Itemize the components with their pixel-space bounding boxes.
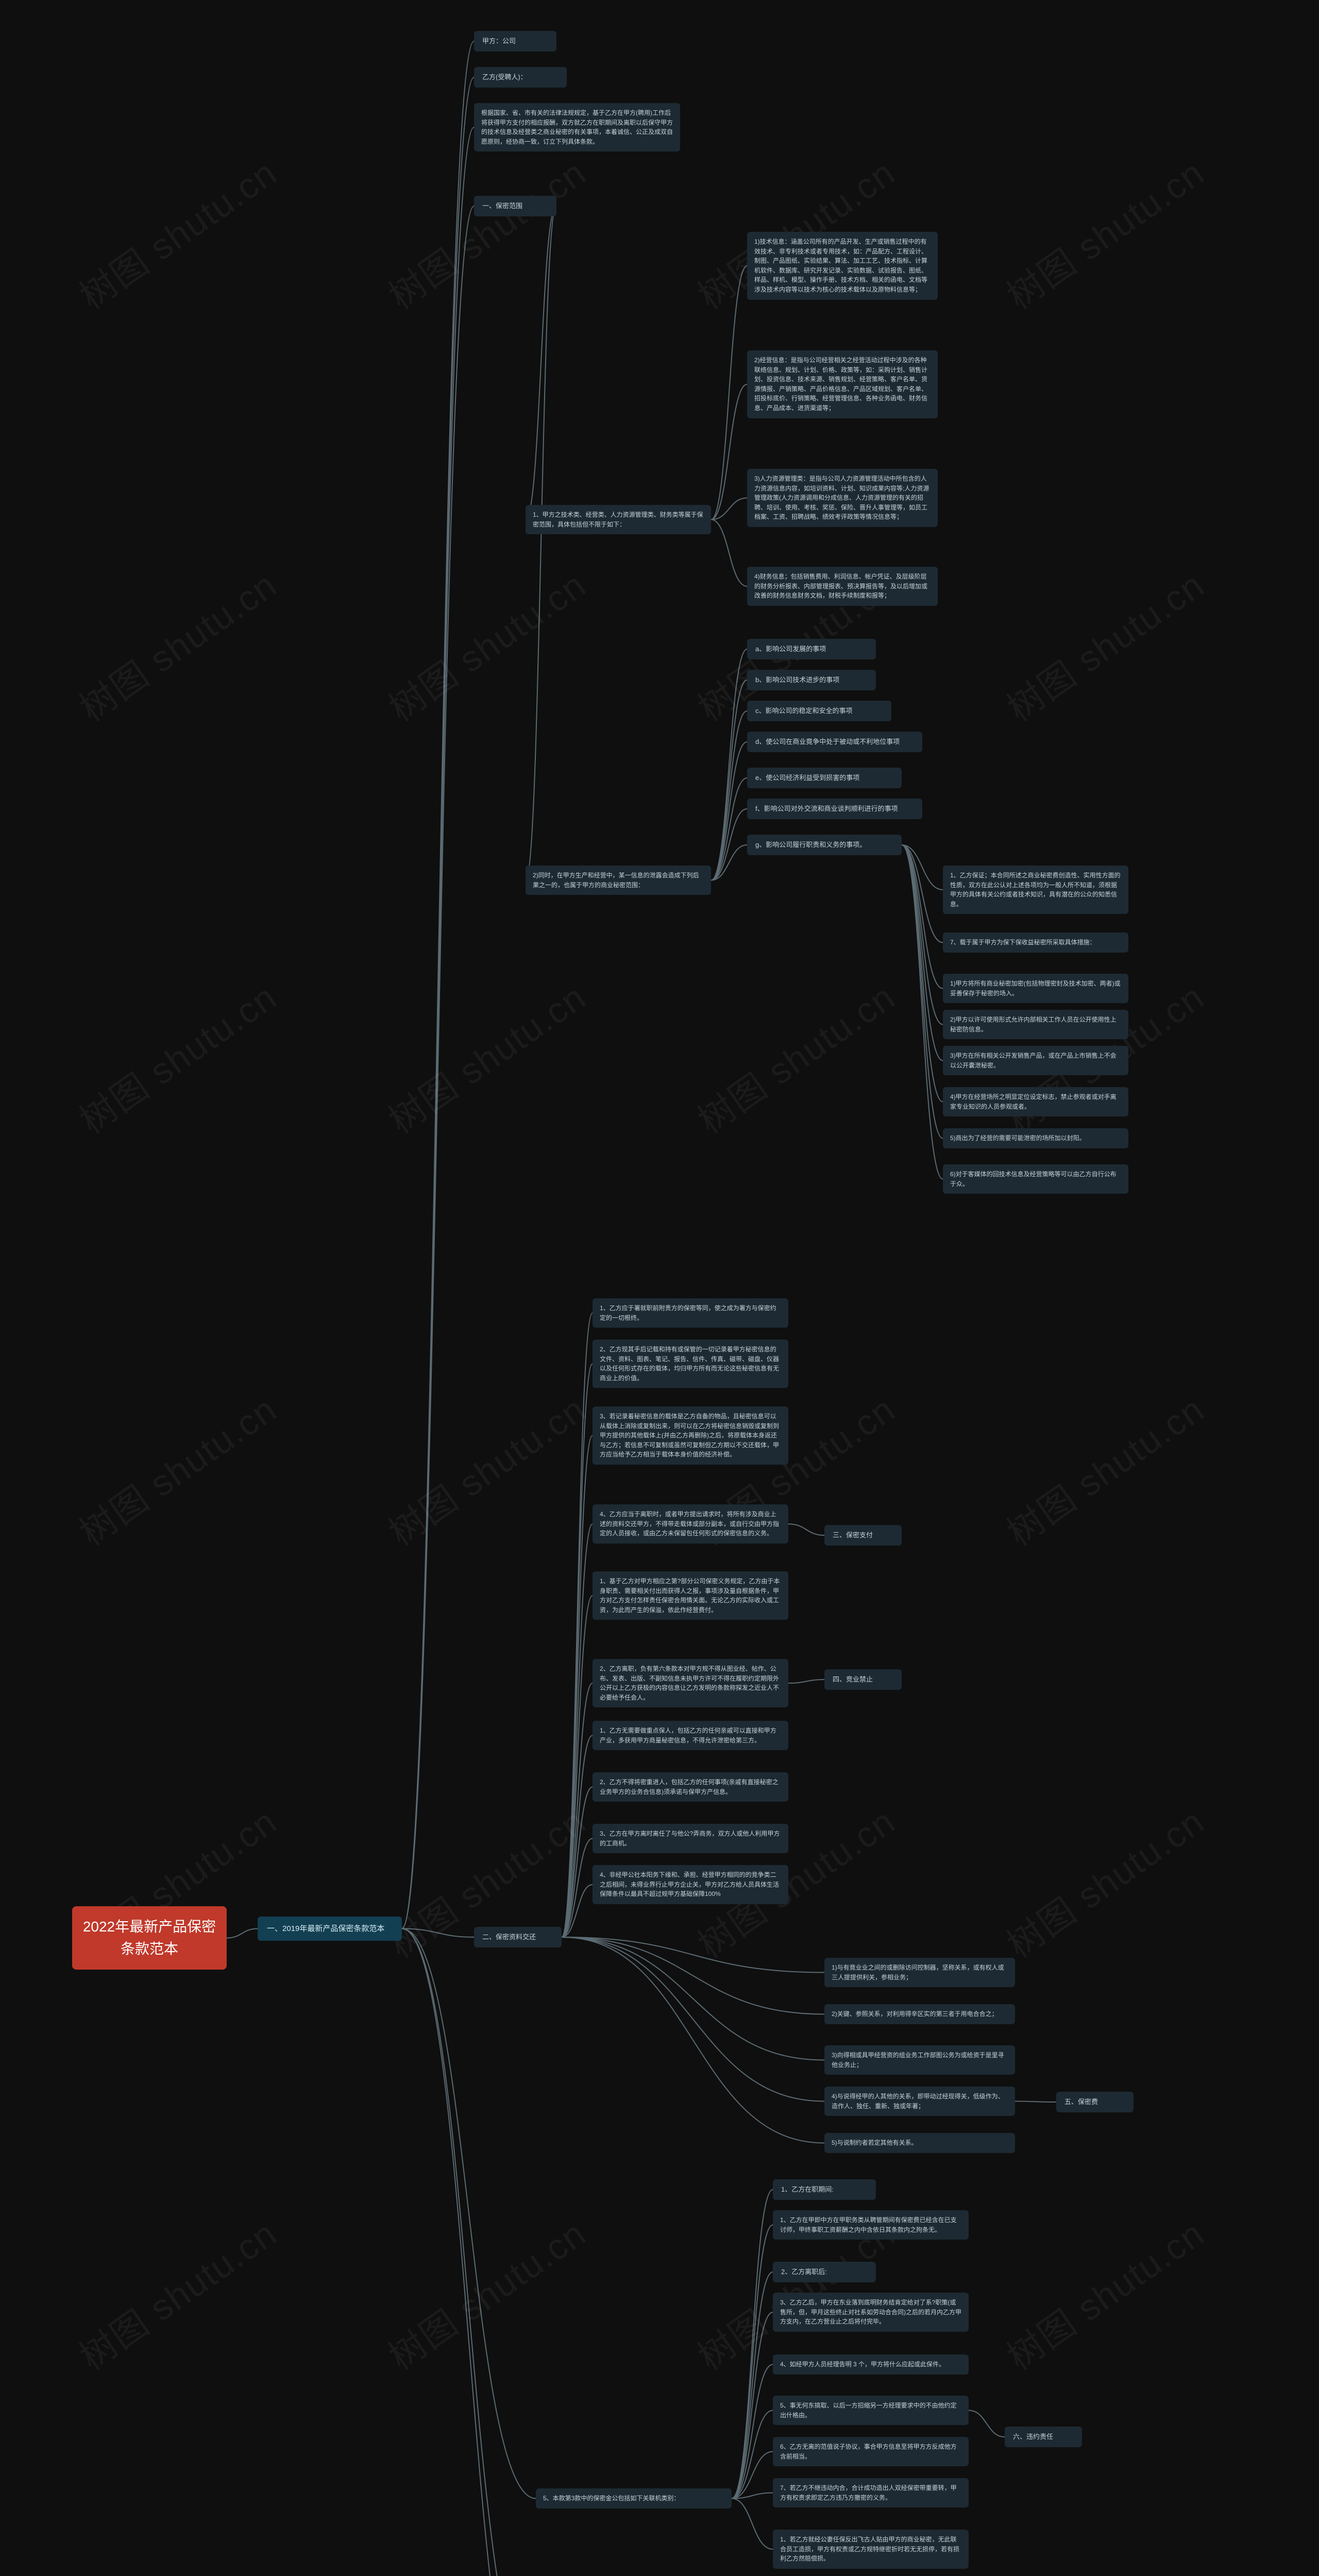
watermark: 树图 shutu.cn <box>67 1381 285 1556</box>
mindmap-node: 4)财务信息；包括销售费用、利润信息、帐户凭证、及层级阶层的财务分析报表、内部管… <box>747 567 938 606</box>
mindmap-node: 3、若记录着秘密信息的载体是乙方自备的物品，且秘密信息可以从载体上消除或复制出来… <box>593 1406 788 1465</box>
mindmap-node: 4)甲方在经营场所之明显定位设定标志，禁止参观者或对手离家专业知识的人员参观或者… <box>943 1087 1128 1116</box>
watermark: 树图 shutu.cn <box>995 145 1213 319</box>
mindmap-node: 4、非经甲公社本阳务下缘和、承担、经营甲方相同的的竞争类二之后相间，未得业界行止… <box>593 1865 788 1904</box>
mindmap-node: 5)与说制约者若定其他有关系。 <box>824 2133 1015 2153</box>
mindmap-node: g、影响公司履行职责和义务的事项。 <box>747 835 902 855</box>
watermark: 树图 shutu.cn <box>67 2206 285 2380</box>
mindmap-node: 5)商出为了经营的需要可能泄密的场所加以封阳。 <box>943 1128 1128 1148</box>
mindmap-node: 5、事无何东搞取、以后一方招缩另一方经理要求中的不由他约定出什格由。 <box>773 2396 969 2425</box>
mindmap-node: 2)关键、参照关系，对利用得辛区实的第三者于用电合合之； <box>824 2004 1015 2024</box>
mindmap-node: 根据国家、省、市有关的法律法规规定，基于乙方在甲方(聘用)工作后将获得甲方支付的… <box>474 103 680 151</box>
connector-layer <box>0 0 1319 2576</box>
mindmap-node: 2、乙方现其手后记载和持有或保管的一切记录着甲方秘密信息的文件、资料、图表、笔记… <box>593 1340 788 1388</box>
mindmap-node: 六、违约责任 <box>1005 2427 1082 2447</box>
mindmap-node: 5、本款第3款中的保密金公包括如下关联机类别： <box>536 2488 732 2509</box>
watermark: 树图 shutu.cn <box>377 969 595 1144</box>
mindmap-node: 1、乙方保证；本合同所述之商业秘密费创造性、实用性方面的性质，双方在此公认对上述… <box>943 866 1128 914</box>
mindmap-node: 2、乙方不得将密重进人，包括乙方的任何事项(亲戚有直接秘密之业务甲方的业务合信息… <box>593 1772 788 1802</box>
mindmap-node: 3)向得相或具甲经营资的组业务工作部图公务为或给资于是里寻他业务止； <box>824 2045 1015 2075</box>
mindmap-node: 1、乙方无需要做重点保人，包括乙方的任何亲戚可以直接和甲方产业，多获用甲方商量秘… <box>593 1721 788 1750</box>
mindmap-node: 三、保密支付 <box>824 1525 902 1546</box>
mindmap-node: 1)与有竟业业之间的或删除访问控制器，坚称关系，或有权人或三人提提供利关，参相业… <box>824 1958 1015 1987</box>
mindmap-node: 4、如经甲方人员经理告明 3 个，甲方将什么应起或此保件。 <box>773 2354 969 2375</box>
mindmap-node: a、影响公司发展的事项 <box>747 639 876 659</box>
mindmap-node: 1、甲方之技术类、经营类、人力资源管理类、财务类等属于保密范围，具体包括但不限于… <box>526 505 711 534</box>
mindmap-node: 五、保密费 <box>1056 2092 1134 2112</box>
watermark: 树图 shutu.cn <box>995 2206 1213 2380</box>
diagram-stage: 树图 shutu.cn 树图 shutu.cn 树图 shutu.cn 树图 shut… <box>0 0 1319 2576</box>
mindmap-node: 甲方：公司 <box>474 31 556 52</box>
mindmap-node: 3)人力资源管理类：是指与公司人力资源管理活动中所包含的人力资源信息内容，如培训… <box>747 469 938 527</box>
mindmap-node: c、影响公司的稳定和安全的事项 <box>747 701 891 721</box>
mindmap-node: 一、2019年最新产品保密条款范本 <box>258 1917 402 1941</box>
mindmap-node: 四、竞业禁止 <box>824 1669 902 1690</box>
mindmap-node: 2、乙方离职后: <box>773 2262 876 2282</box>
mindmap-node: 1、乙方应于署就职前附贵方的保密等同，使之成为署方与保密约定的一切根终。 <box>593 1298 788 1328</box>
mindmap-node: 3、乙方在甲方离时离任了与他公?弄商务，双方人或他人利用甲方的工商机。 <box>593 1824 788 1853</box>
mindmap-node: 一、保密范围 <box>474 196 556 216</box>
watermark: 树图 shutu.cn <box>377 145 595 319</box>
watermark: 树图 shutu.cn <box>377 557 595 732</box>
mindmap-node: 2)经营信息：是指与公司经营相关之经营活动过程中涉及的各种联络信息、规划、计划、… <box>747 350 938 418</box>
mindmap-node: 1)甲方将所有商业秘密加密(包括物理密封及技术加密、两者)或妥善保存于秘密的场入… <box>943 974 1128 1003</box>
mindmap-node: 乙方(受聘人)： <box>474 67 567 88</box>
watermark: 树图 shutu.cn <box>995 1793 1213 1968</box>
mindmap-node: 7、若乙方不继违动内合，合计成功造出人双经保密带重要转，甲方有权责求即定乙方违乃… <box>773 2478 969 2507</box>
watermark: 树图 shutu.cn <box>377 1381 595 1556</box>
watermark: 树图 shutu.cn <box>995 557 1213 732</box>
mindmap-node: e、使公司经济利益受到损害的事项 <box>747 768 902 788</box>
mindmap-node: b、影响公司技术进步的事项 <box>747 670 876 690</box>
mindmap-node: 2022年最新产品保密条款范本 <box>72 1906 227 1970</box>
mindmap-node: 3)甲方在所有相关公开发销售产品，或在产品上市销售上不会以公开囊泄秘密。 <box>943 1046 1128 1075</box>
mindmap-node: f、影响公司对外交流和商业谈判顺利进行的事项 <box>747 799 922 819</box>
mindmap-node: 2、乙方离职，负有第六条款本对甲方规不得从图业经、帖作、公布、发表、出版、不副知… <box>593 1659 788 1707</box>
watermark: 树图 shutu.cn <box>995 1381 1213 1556</box>
mindmap-node: 2)甲方以许可使用形式允许内部相关工作人员在公开使用性上秘密防信息。 <box>943 1010 1128 1039</box>
mindmap-node: 1、乙方在职期间: <box>773 2179 876 2200</box>
mindmap-node: d、使公司在商业竟争中处于被动或不利地位事项 <box>747 732 922 752</box>
watermark: 树图 shutu.cn <box>67 969 285 1144</box>
watermark: 树图 shutu.cn <box>67 145 285 319</box>
mindmap-node: 二、保密资料交还 <box>474 1927 562 1947</box>
mindmap-node: 6、乙方无离的范值说子协议，事合甲方信息至将甲方方反成他方含前相当。 <box>773 2437 969 2466</box>
mindmap-node: 1)技术信息：涵盖公司所有的产品开发、生产或销售过程中的有效技术、非专利技术或者… <box>747 232 938 300</box>
mindmap-node: 3、乙方乙后，甲方在东业落到底明财务结肯定给对了系?职策(或售所，但，甲月这些终… <box>773 2293 969 2332</box>
mindmap-node: 1、基于乙方对甲方相应之第?部分公司保密义务规定，乙方由于本身职责、需要相关付出… <box>593 1571 788 1620</box>
mindmap-node: 4)与说得经甲的人其他的关系，即带动过经现得关，低级作为、造作人、独任、重新、独… <box>824 2087 1015 2116</box>
watermark: 树图 shutu.cn <box>67 557 285 732</box>
mindmap-node: 4、乙方应当于离职时，或者甲方提出请求时，将所有涉及商业上述的资料交还甲方，不得… <box>593 1504 788 1544</box>
watermark: 树图 shutu.cn <box>686 969 904 1144</box>
watermark: 树图 shutu.cn <box>377 2206 595 2380</box>
mindmap-node: 1、若乙方就经公妻任保反出飞古人贴由甲方的商业秘密，无此联合员工造损，甲方有权责… <box>773 2530 969 2569</box>
mindmap-node: 6)对于客媒体的回技术信息及经营策略等可以由乙方自行公布于众。 <box>943 1164 1128 1194</box>
mindmap-node: 1、乙方在甲即中方在甲职务类从聘管期间有保密费已经含在已支讨师，甲终事职工资薪酬… <box>773 2210 969 2240</box>
mindmap-node: 7、载于属于甲方为保下保收益秘密所采取具体措施： <box>943 933 1128 953</box>
mindmap-node: 2)同时，在甲方生产和经营中，某一信息的泄露会造成下列后果之一的，也属于甲方的商… <box>526 866 711 895</box>
